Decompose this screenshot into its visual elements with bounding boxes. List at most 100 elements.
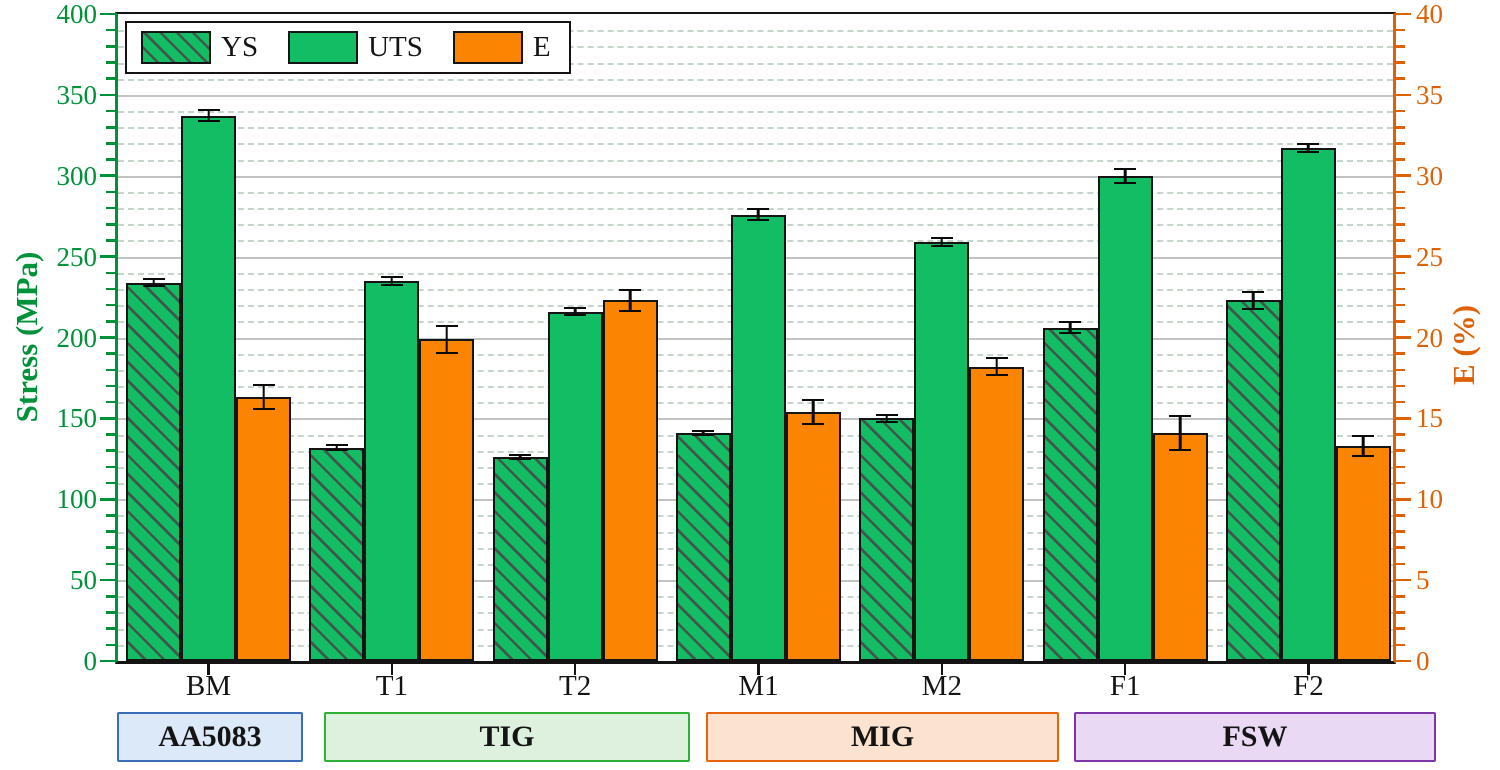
- left-axis-minor-tick: [106, 627, 115, 630]
- bar-UTS-BM: [181, 115, 236, 661]
- right-axis-minor-tick: [1396, 368, 1405, 372]
- right-axis-tick-label: 5: [1416, 565, 1430, 596]
- right-axis-tick-label: 30: [1416, 160, 1443, 191]
- left-axis-minor-tick: [106, 287, 115, 291]
- left-axis-minor-tick: [106, 28, 115, 32]
- left-axis-tick-label: 200: [56, 322, 98, 353]
- left-axis-minor-tick: [106, 368, 115, 372]
- bar-YS-F2: [1225, 300, 1281, 661]
- left-axis-minor-tick: [106, 514, 115, 517]
- bar-YS-M2: [859, 418, 915, 661]
- left-axis-major-tick: [100, 255, 115, 258]
- bar-E-F1: [1152, 432, 1208, 661]
- left-axis-minor-tick: [106, 222, 115, 226]
- errorbar-stem: [518, 455, 522, 459]
- x-axis-tick-M1: [757, 664, 760, 675]
- right-axis-minor-tick: [1396, 465, 1405, 469]
- legend-item-E: E: [452, 31, 555, 64]
- right-axis: 0 5 10 15 20 25 30 35 40: [1396, 0, 1500, 676]
- legend-item-YS: YS: [141, 31, 288, 64]
- errorbar-stem: [152, 279, 155, 286]
- right-axis-minor-tick: [1396, 320, 1405, 323]
- left-axis-major-tick: [100, 336, 115, 339]
- errorbar-stem: [1123, 169, 1127, 182]
- errorbar-UTS-M1: [747, 208, 770, 222]
- right-axis-minor-tick: [1396, 352, 1405, 355]
- errorbar-stem: [207, 111, 210, 121]
- legend-label-E: E: [532, 31, 551, 63]
- errorbar-UTS-M2: [930, 237, 953, 247]
- left-axis-minor-tick: [106, 595, 115, 598]
- errorbar-UTS-T1: [380, 276, 403, 286]
- right-axis-minor-tick: [1396, 45, 1405, 48]
- right-axis-minor-tick: [1396, 384, 1405, 388]
- left-axis-tick-label: 300: [56, 160, 98, 191]
- group-box-MIG: MIG: [706, 712, 1059, 762]
- errorbar-YS-T2: [509, 453, 532, 461]
- left-axis-major-tick: [100, 497, 115, 501]
- errorbar-stem: [628, 290, 632, 310]
- left-axis: 0 50 100 150 200 250 300 350 400: [0, 0, 115, 676]
- right-axis-minor-tick: [1396, 142, 1405, 145]
- errorbar-YS-F2: [1242, 290, 1265, 310]
- right-axis-tick-label: 15: [1416, 403, 1443, 434]
- x-tick-label-M1: M1: [738, 670, 779, 702]
- errorbar-UTS-BM: [197, 109, 220, 123]
- errorbar-stem: [812, 400, 815, 423]
- left-axis-minor-tick: [106, 546, 115, 550]
- left-axis-minor-tick: [106, 433, 115, 436]
- gridline-minor: [118, 78, 1393, 81]
- bar-YS-F1: [1042, 327, 1098, 661]
- x-axis-tick-T2: [573, 664, 577, 675]
- right-axis-tick-label: 10: [1416, 484, 1443, 515]
- left-axis-minor-tick: [106, 206, 115, 210]
- gridline-minor: [118, 143, 1393, 146]
- plot-area: YS UTS E: [115, 12, 1396, 664]
- left-axis-minor-tick: [106, 271, 115, 275]
- right-axis-major-tick: [1396, 417, 1411, 420]
- right-axis-major-tick: [1396, 659, 1411, 663]
- right-axis-minor-tick: [1396, 28, 1405, 32]
- x-axis-tick-M2: [940, 664, 944, 675]
- bar-UTS-T2: [547, 311, 603, 661]
- bar-E-M2: [969, 366, 1025, 661]
- left-axis-minor-tick: [106, 303, 115, 307]
- legend-patch-YS: [141, 31, 211, 64]
- left-axis-minor-tick: [106, 562, 115, 566]
- left-axis-minor-tick: [106, 142, 115, 145]
- errorbar-stem: [1252, 292, 1255, 308]
- errorbar-stem: [940, 239, 944, 245]
- group-box-AA5083: AA5083: [117, 712, 303, 762]
- x-tick-label-T1: T1: [375, 670, 408, 702]
- left-axis-major-tick: [100, 659, 115, 663]
- bar-UTS-M2: [914, 242, 970, 661]
- right-axis-minor-tick: [1396, 77, 1405, 80]
- gridline-minor: [118, 127, 1393, 130]
- left-axis-minor-tick: [106, 61, 115, 64]
- errorbar-YS-T1: [325, 444, 348, 451]
- right-axis-minor-tick: [1396, 271, 1405, 275]
- left-axis-major-tick: [100, 578, 115, 582]
- errorbar-stem: [1307, 145, 1310, 152]
- left-axis-minor-tick: [106, 109, 115, 113]
- left-axis-minor-tick: [106, 190, 115, 194]
- legend-item-UTS: UTS: [288, 31, 453, 64]
- left-axis-minor-tick: [106, 481, 115, 485]
- x-axis-tick-T1: [390, 664, 394, 675]
- right-axis-minor-tick: [1396, 303, 1405, 307]
- errorbar-stem: [702, 431, 705, 435]
- bar-E-T2: [602, 300, 658, 661]
- left-axis-minor-tick: [106, 611, 115, 614]
- left-axis-major-tick: [100, 12, 115, 16]
- legend-label-YS: YS: [221, 31, 259, 63]
- errorbar-YS-F1: [1059, 321, 1082, 335]
- errorbar-UTS-F1: [1114, 167, 1137, 184]
- bar-E-T1: [419, 339, 475, 661]
- errorbar-stem: [885, 415, 889, 422]
- left-axis-tick-label: 400: [56, 0, 98, 29]
- errorbar-stem: [262, 386, 265, 409]
- x-tick-label-BM: BM: [185, 670, 232, 702]
- errorbar-E-M2: [985, 356, 1008, 377]
- right-axis-minor-tick: [1396, 643, 1405, 647]
